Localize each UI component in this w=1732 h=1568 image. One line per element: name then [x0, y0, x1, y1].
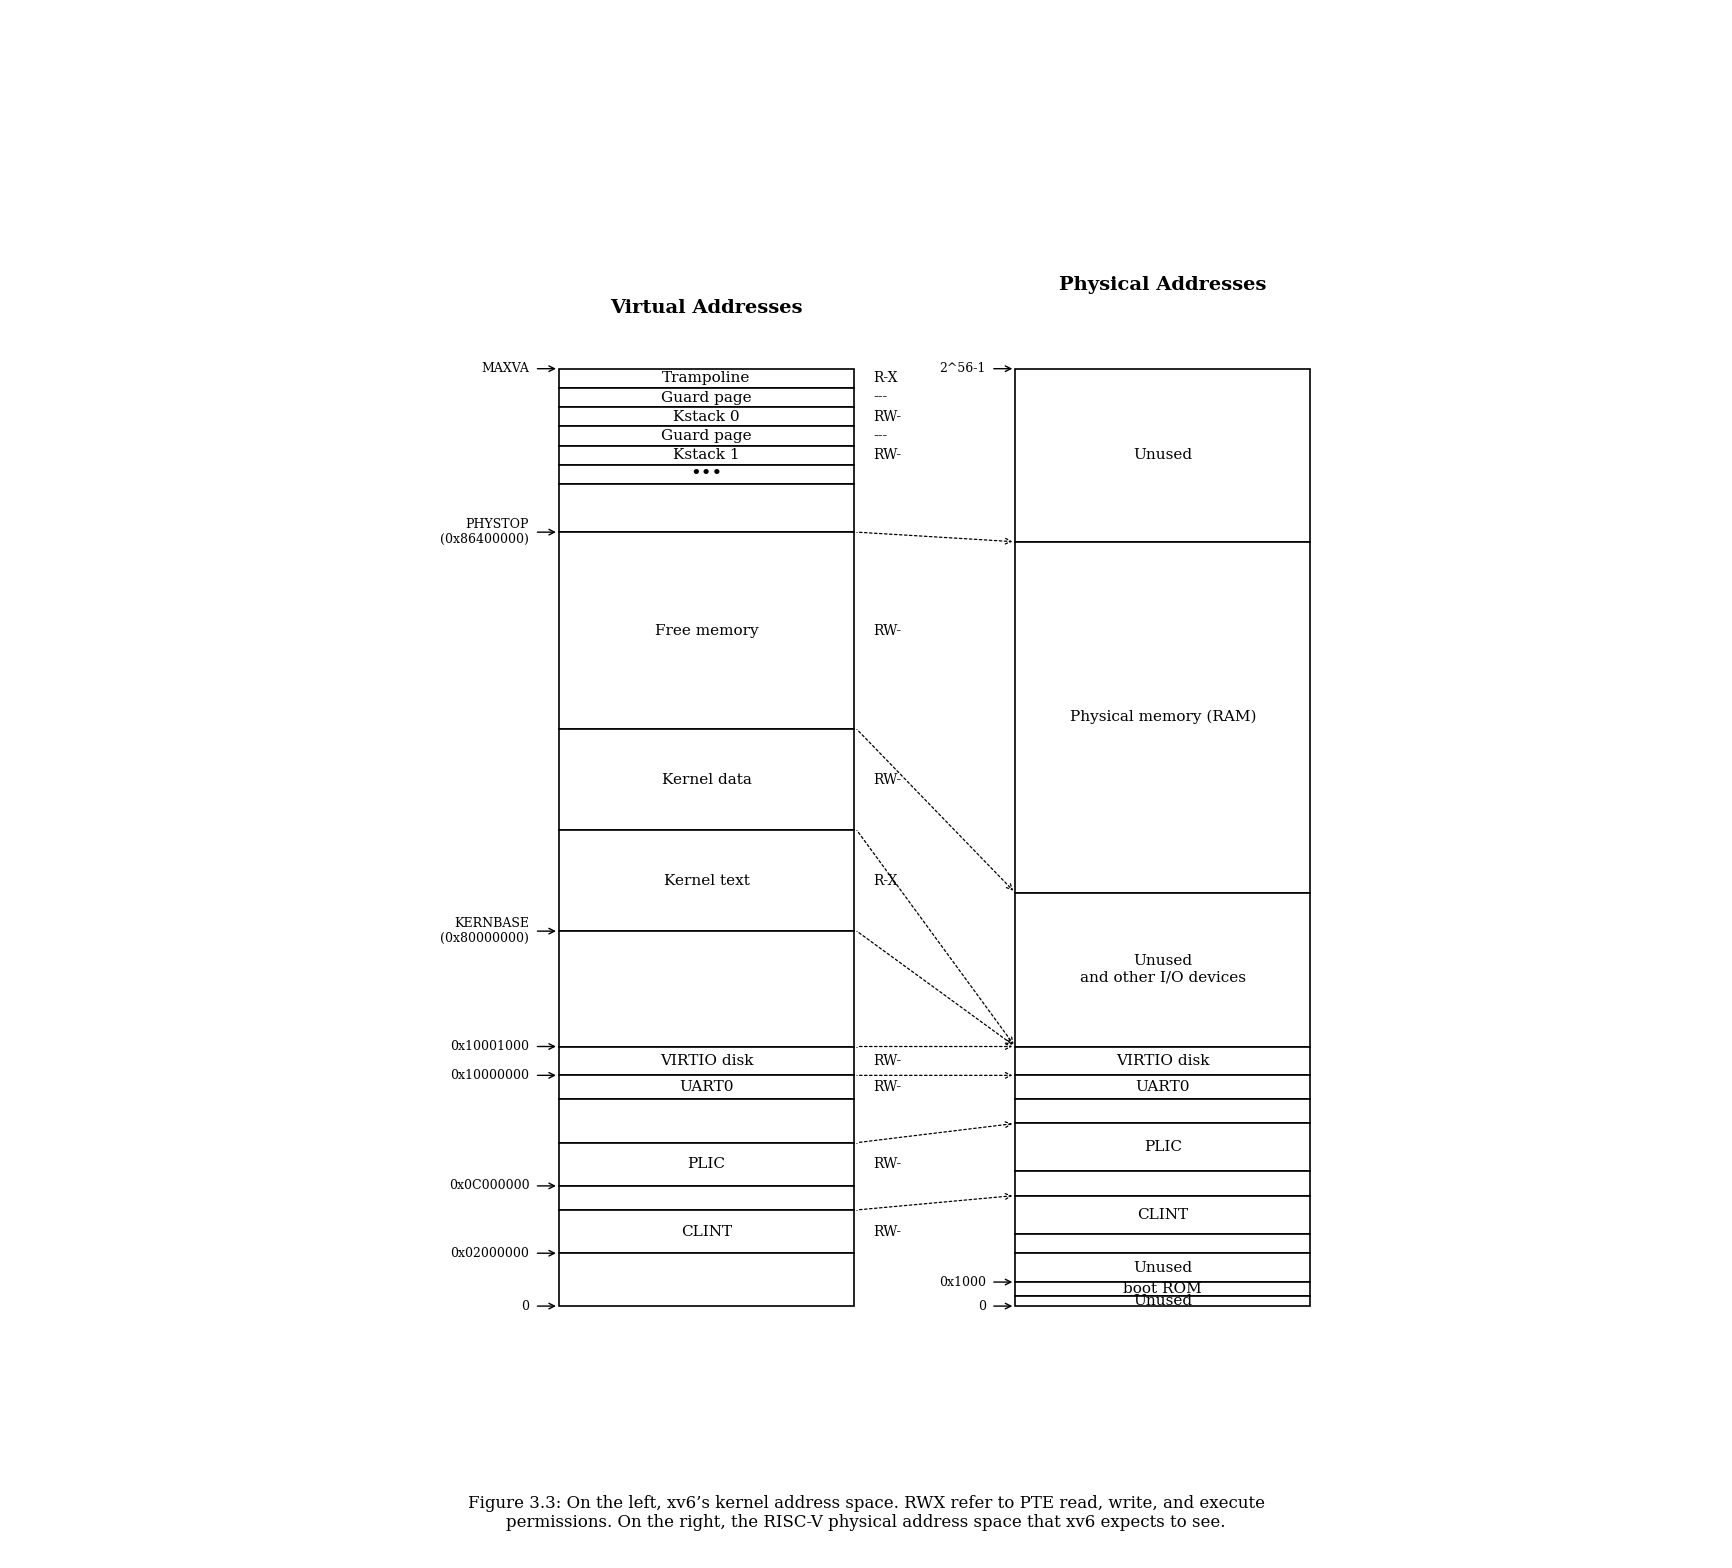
- Bar: [559, 1210, 854, 1253]
- Bar: [559, 729, 854, 829]
- Text: RW-: RW-: [873, 773, 901, 787]
- Text: KERNBASE
(0x80000000): KERNBASE (0x80000000): [440, 917, 530, 946]
- Text: R-X: R-X: [873, 372, 897, 386]
- Text: Guard page: Guard page: [662, 430, 752, 444]
- Text: RW-: RW-: [873, 448, 901, 463]
- Bar: [559, 532, 854, 729]
- Text: 0: 0: [521, 1300, 530, 1312]
- Text: CLINT: CLINT: [1138, 1207, 1188, 1221]
- Bar: [1015, 1234, 1311, 1253]
- Bar: [559, 1185, 854, 1210]
- Bar: [559, 387, 854, 408]
- Text: Unused: Unused: [1133, 1294, 1192, 1308]
- Text: RW-: RW-: [873, 1054, 901, 1068]
- Text: boot ROM: boot ROM: [1124, 1283, 1202, 1297]
- Bar: [1015, 1195, 1311, 1234]
- Text: RW-: RW-: [873, 1225, 901, 1239]
- Text: Kernel data: Kernel data: [662, 773, 752, 787]
- Bar: [559, 1076, 854, 1099]
- Bar: [1015, 1046, 1311, 1076]
- Text: R-X: R-X: [873, 873, 897, 887]
- Text: 0x02000000: 0x02000000: [450, 1247, 530, 1259]
- Bar: [559, 485, 854, 532]
- Text: 0x10000000: 0x10000000: [450, 1069, 530, 1082]
- Text: Guard page: Guard page: [662, 390, 752, 405]
- Text: RW-: RW-: [873, 624, 901, 638]
- Text: VIRTIO disk: VIRTIO disk: [1115, 1054, 1209, 1068]
- Text: PLIC: PLIC: [688, 1157, 726, 1171]
- Bar: [559, 464, 854, 485]
- Text: MAXVA: MAXVA: [481, 362, 530, 375]
- Text: ---: ---: [873, 390, 887, 405]
- Text: Trampoline: Trampoline: [662, 372, 750, 386]
- Text: Physical memory (RAM): Physical memory (RAM): [1070, 710, 1256, 724]
- Text: Kstack 0: Kstack 0: [674, 409, 740, 423]
- Bar: [1015, 1123, 1311, 1171]
- Text: RW-: RW-: [873, 409, 901, 423]
- Text: Unused
and other I/O devices: Unused and other I/O devices: [1079, 955, 1245, 985]
- Text: 0x0C000000: 0x0C000000: [449, 1179, 530, 1192]
- Bar: [559, 931, 854, 1046]
- Text: 0x1000: 0x1000: [939, 1275, 986, 1289]
- Bar: [559, 829, 854, 931]
- Text: 0x10001000: 0x10001000: [450, 1040, 530, 1054]
- Text: Unused: Unused: [1133, 1261, 1192, 1275]
- Bar: [559, 1143, 854, 1185]
- Bar: [559, 368, 854, 387]
- Bar: [559, 1099, 854, 1143]
- Text: Free memory: Free memory: [655, 624, 759, 638]
- Bar: [559, 408, 854, 426]
- Bar: [559, 1046, 854, 1076]
- Text: Kstack 1: Kstack 1: [674, 448, 740, 463]
- Text: PHYSTOP
(0x86400000): PHYSTOP (0x86400000): [440, 517, 530, 546]
- Text: Physical Addresses: Physical Addresses: [1060, 276, 1266, 295]
- Text: 0: 0: [977, 1300, 986, 1312]
- Text: RW-: RW-: [873, 1080, 901, 1094]
- Text: Kernel text: Kernel text: [663, 873, 750, 887]
- Text: Unused: Unused: [1133, 448, 1192, 463]
- Bar: [1015, 368, 1311, 543]
- Bar: [559, 426, 854, 445]
- Bar: [1015, 1297, 1311, 1306]
- Text: VIRTIO disk: VIRTIO disk: [660, 1054, 753, 1068]
- Text: Figure 3.3: On the left, xv6’s kernel address space. RWX refer to PTE read, writ: Figure 3.3: On the left, xv6’s kernel ad…: [468, 1494, 1264, 1532]
- Text: CLINT: CLINT: [681, 1225, 733, 1239]
- Bar: [1015, 1283, 1311, 1297]
- Bar: [559, 445, 854, 464]
- Bar: [1015, 1099, 1311, 1123]
- Bar: [559, 1253, 854, 1306]
- Text: PLIC: PLIC: [1143, 1140, 1181, 1154]
- Text: UART0: UART0: [679, 1080, 734, 1094]
- Bar: [1015, 1076, 1311, 1099]
- Bar: [1015, 892, 1311, 1046]
- Text: 2^56-1: 2^56-1: [939, 362, 986, 375]
- Bar: [1015, 1171, 1311, 1195]
- Text: UART0: UART0: [1136, 1080, 1190, 1094]
- Bar: [1015, 543, 1311, 892]
- Text: ---: ---: [873, 430, 887, 444]
- Text: Virtual Addresses: Virtual Addresses: [610, 299, 802, 317]
- Text: RW-: RW-: [873, 1157, 901, 1171]
- Text: •••: •••: [691, 466, 722, 483]
- Bar: [1015, 1253, 1311, 1283]
